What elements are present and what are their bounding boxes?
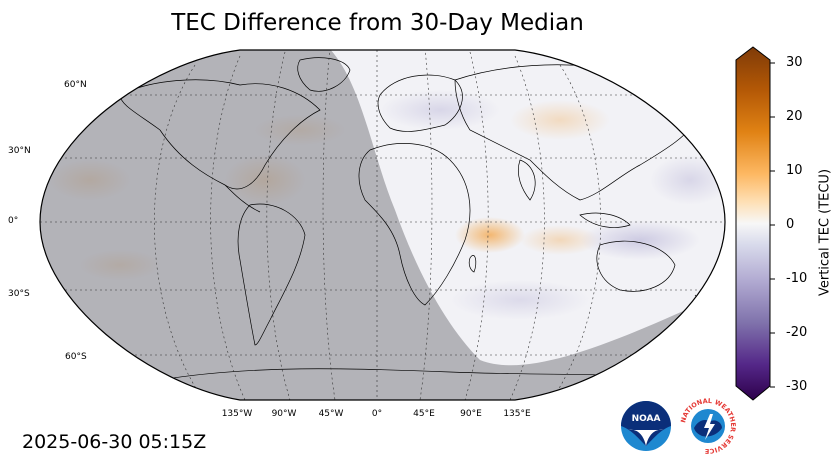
colorbar-tick-20: 20: [786, 109, 803, 124]
lon-label-90e: 90°E: [460, 409, 482, 419]
lat-label-60s: 60°S: [65, 352, 87, 362]
globe-outline: [39, 49, 726, 401]
lon-label-0: 0°: [371, 409, 383, 419]
colorbar-tick-30: 30: [786, 55, 803, 70]
map-title: TEC Difference from 30-Day Median: [171, 10, 584, 36]
tec-anomaly-negative: [580, 220, 700, 260]
lat-label-30n: 30°N: [8, 146, 31, 156]
colorbar-label: Vertical TEC (TECU): [817, 168, 833, 297]
globe-area: [40, 50, 725, 400]
lat-label-30s: 30°S: [8, 289, 30, 299]
colorbar-tick-0: 0: [786, 217, 795, 232]
tec-anomaly-positive: [455, 217, 525, 253]
colorbar-tick-minus10: -10: [786, 271, 808, 286]
colorbar-tick-10: 10: [786, 163, 803, 178]
noaa-logo-text: NOAA: [632, 414, 661, 424]
noaa-logo: NOAA: [621, 401, 671, 451]
night-shade: [40, 50, 725, 400]
nws-logo: NATIONAL WEATHER SERVICE: [680, 398, 736, 454]
timestamp: 2025-06-30 05:15Z: [22, 431, 207, 453]
lat-label-0: 0°: [8, 216, 19, 226]
graticule: [40, 50, 725, 400]
colorbar: [735, 46, 775, 401]
colorbar-tick-minus30: -30: [786, 379, 808, 394]
colorbar-tick-minus20: -20: [786, 325, 808, 340]
lon-label-45w: 45°W: [318, 409, 344, 419]
lon-label-45e: 45°E: [413, 409, 435, 419]
lon-label-90w: 90°W: [271, 409, 297, 419]
lon-label-135e: 135°E: [503, 409, 531, 419]
lon-label-135w: 135°W: [221, 409, 253, 419]
lat-label-60n: 60°N: [64, 80, 87, 90]
